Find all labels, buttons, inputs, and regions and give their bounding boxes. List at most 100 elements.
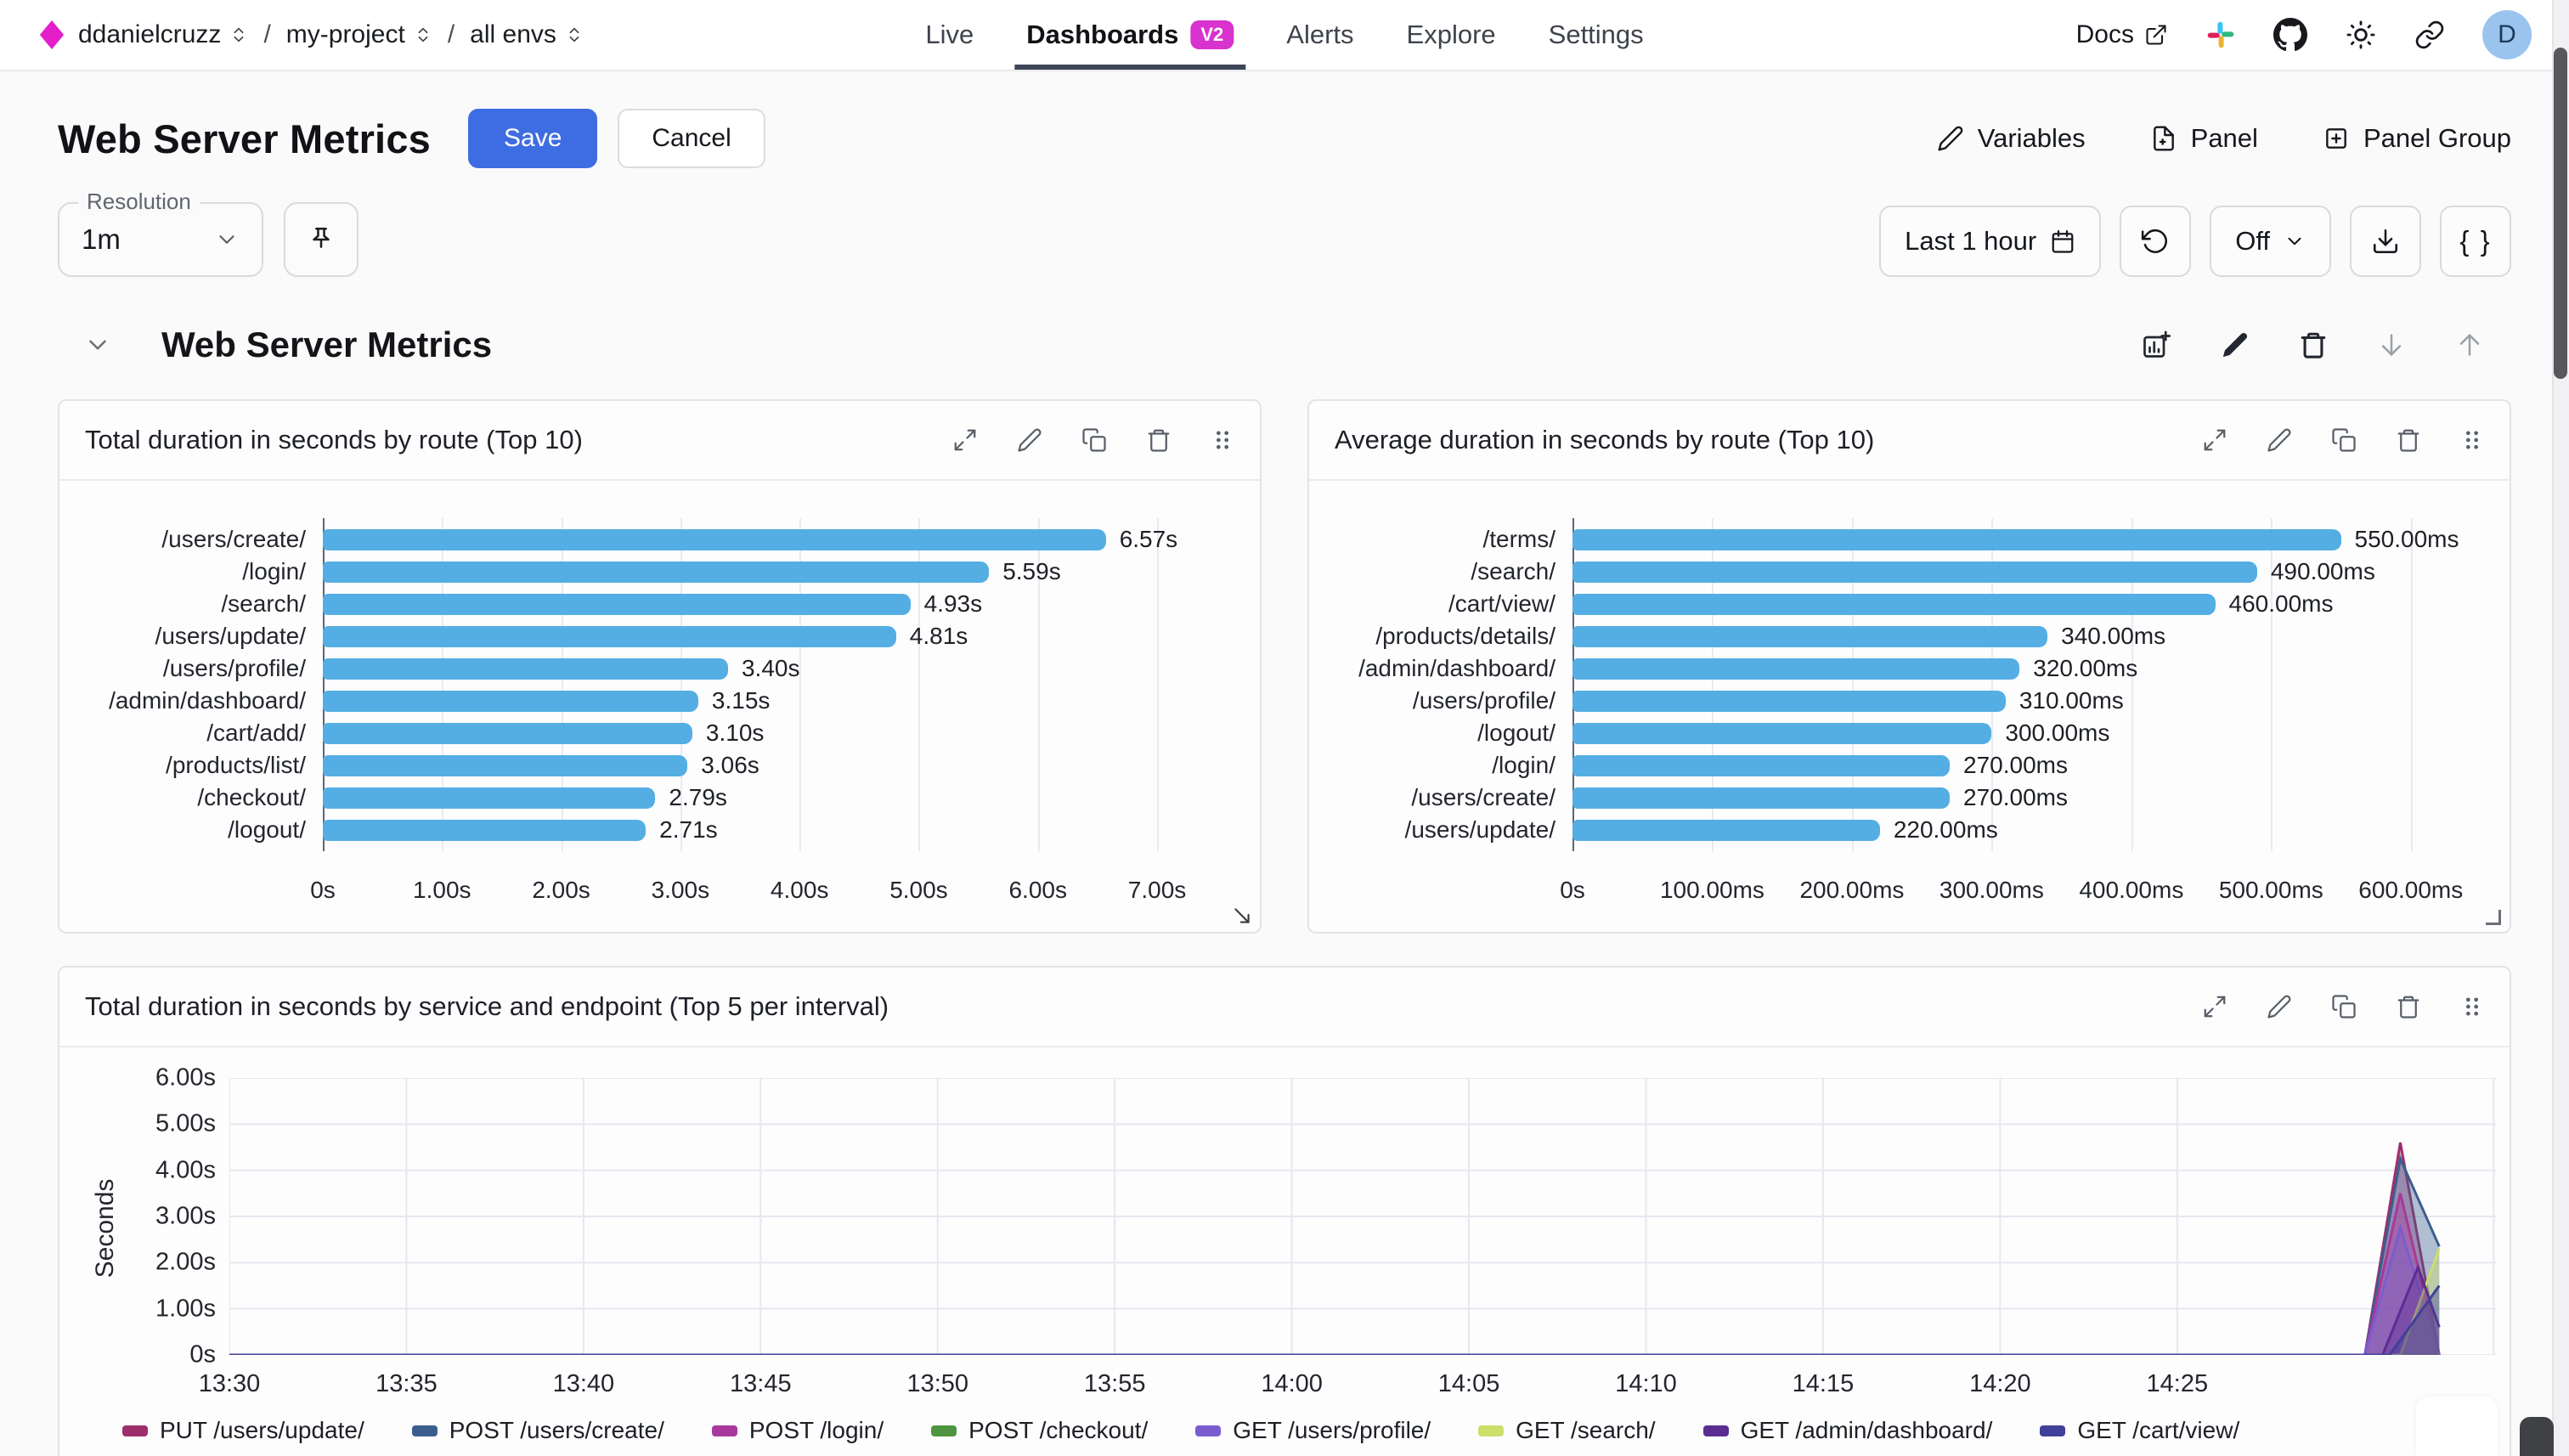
variables-button[interactable]: Variables bbox=[1937, 123, 2086, 154]
bar[interactable] bbox=[323, 690, 698, 712]
resolution-value: 1m bbox=[82, 223, 121, 255]
expand-icon[interactable] bbox=[2202, 994, 2227, 1019]
expand-icon[interactable] bbox=[2202, 427, 2227, 453]
bar[interactable] bbox=[323, 528, 1106, 550]
bar[interactable] bbox=[323, 819, 646, 841]
bar-category-label: /users/create/ bbox=[161, 526, 306, 552]
avatar[interactable]: D bbox=[2482, 10, 2532, 59]
legend-item[interactable]: GET /search/ bbox=[1478, 1411, 1656, 1450]
bar[interactable] bbox=[1572, 593, 2216, 615]
scrollbar-thumb[interactable] bbox=[2554, 48, 2567, 379]
x-tick-label: 5.00s bbox=[889, 877, 948, 903]
bar[interactable] bbox=[323, 754, 688, 776]
bar-value-label: 310.00ms bbox=[2019, 687, 2124, 714]
pin-icon bbox=[313, 227, 330, 248]
bar-row: /products/details/340.00ms bbox=[1375, 620, 2481, 652]
bar-value-label: 320.00ms bbox=[2033, 655, 2138, 681]
vertical-scrollbar[interactable] bbox=[2552, 0, 2569, 1456]
bar[interactable] bbox=[1572, 657, 2020, 680]
bar[interactable] bbox=[1572, 528, 2341, 550]
arrow-down-icon bbox=[2381, 334, 2402, 356]
duplicate-icon[interactable] bbox=[2331, 427, 2357, 453]
add-panel-group-button[interactable]: Panel Group bbox=[2323, 123, 2511, 154]
tab-explore[interactable]: Explore bbox=[1407, 0, 1496, 70]
bar[interactable] bbox=[1572, 722, 1992, 744]
drag-handle-icon[interactable] bbox=[1211, 427, 1234, 453]
legend-item[interactable]: GET /cart/view/ bbox=[2040, 1411, 2239, 1450]
pencil-icon bbox=[2222, 332, 2248, 358]
duplicate-icon[interactable] bbox=[2331, 994, 2357, 1019]
drag-handle-icon[interactable] bbox=[2460, 427, 2484, 453]
bar-value-label: 550.00ms bbox=[2354, 526, 2459, 552]
legend-item[interactable]: PUT /users/update/ bbox=[122, 1411, 364, 1450]
edit-icon[interactable] bbox=[2267, 994, 2292, 1019]
duplicate-icon[interactable] bbox=[1081, 427, 1107, 453]
bar[interactable] bbox=[323, 787, 656, 809]
drag-handle-icon[interactable] bbox=[2460, 994, 2484, 1019]
tab-settings[interactable]: Settings bbox=[1549, 0, 1644, 70]
breadcrumb-org[interactable]: ddanielcruzz bbox=[78, 20, 248, 49]
bar[interactable] bbox=[1572, 819, 1880, 841]
legend-item[interactable]: POST /login/ bbox=[711, 1411, 884, 1450]
bar[interactable] bbox=[323, 657, 728, 680]
breadcrumb-env[interactable]: all envs bbox=[470, 20, 584, 49]
download-button[interactable] bbox=[2350, 206, 2421, 277]
gridline bbox=[442, 518, 444, 851]
move-section-down-icon[interactable] bbox=[2377, 330, 2406, 359]
expand-icon[interactable] bbox=[952, 427, 978, 453]
resolution-select[interactable]: Resolution 1m bbox=[58, 189, 263, 277]
breadcrumb-env-label: all envs bbox=[470, 20, 556, 48]
json-button[interactable]: { } bbox=[2440, 206, 2511, 277]
auto-refresh-select[interactable]: Off bbox=[2210, 206, 2331, 277]
add-panel-button[interactable]: Panel bbox=[2150, 123, 2258, 154]
bar-value-label: 270.00ms bbox=[1963, 752, 2068, 778]
legend-item[interactable]: GET /users/profile/ bbox=[1195, 1411, 1431, 1450]
bar[interactable] bbox=[323, 593, 911, 615]
trash-icon[interactable] bbox=[2396, 994, 2421, 1019]
move-section-up-icon[interactable] bbox=[2455, 330, 2484, 359]
bar[interactable] bbox=[323, 625, 896, 647]
breadcrumb-project[interactable]: my-project bbox=[286, 20, 432, 49]
x-tick-label: 400.00ms bbox=[2079, 877, 2184, 903]
docs-link[interactable]: Docs bbox=[2076, 20, 2168, 49]
link-icon[interactable] bbox=[2414, 20, 2445, 50]
bar[interactable] bbox=[1572, 690, 2006, 712]
tab-dashboards[interactable]: Dashboards V2 bbox=[1014, 0, 1246, 70]
bar[interactable] bbox=[1572, 754, 1951, 776]
delete-section-icon[interactable] bbox=[2299, 330, 2328, 359]
resize-handle-icon[interactable] bbox=[1231, 905, 1253, 927]
breadcrumb-separator: / bbox=[263, 20, 271, 48]
refresh-button[interactable] bbox=[2120, 206, 2192, 277]
bar-row: /products/list/3.06s bbox=[166, 749, 1231, 782]
tab-live[interactable]: Live bbox=[925, 0, 974, 70]
trash-icon[interactable] bbox=[2396, 427, 2421, 453]
github-icon[interactable] bbox=[2273, 18, 2307, 52]
main-tabs: Live Dashboards V2 Alerts Explore Settin… bbox=[925, 0, 1644, 70]
resize-handle-icon[interactable] bbox=[2486, 910, 2501, 925]
tab-alerts[interactable]: Alerts bbox=[1286, 0, 1353, 70]
save-button[interactable]: Save bbox=[468, 109, 598, 168]
pin-button[interactable] bbox=[284, 202, 359, 277]
scroll-corner-handle[interactable] bbox=[2520, 1417, 2554, 1456]
cancel-button[interactable]: Cancel bbox=[618, 109, 765, 168]
bar[interactable] bbox=[323, 561, 990, 583]
legend-item[interactable]: POST /checkout/ bbox=[931, 1411, 1148, 1450]
bar[interactable] bbox=[1572, 787, 1951, 809]
legend-item[interactable]: POST /users/create/ bbox=[411, 1411, 664, 1450]
edit-icon[interactable] bbox=[1017, 427, 1042, 453]
time-range-button[interactable]: Last 1 hour bbox=[1879, 206, 2102, 277]
bar[interactable] bbox=[1572, 625, 2048, 647]
panel-title: Total duration in seconds by route (Top … bbox=[85, 425, 583, 454]
bar[interactable] bbox=[1572, 561, 2257, 583]
edit-section-icon[interactable] bbox=[2221, 330, 2250, 359]
add-chart-icon[interactable] bbox=[2141, 330, 2171, 360]
bar[interactable] bbox=[323, 722, 692, 744]
legend-item[interactable]: GET /admin/dashboard/ bbox=[1702, 1411, 1992, 1450]
bar-value-label: 3.06s bbox=[701, 752, 759, 778]
collapse-section-button[interactable] bbox=[83, 330, 112, 359]
edit-icon[interactable] bbox=[2267, 427, 2292, 453]
trash-icon[interactable] bbox=[1146, 427, 1172, 453]
sun-icon[interactable] bbox=[2345, 19, 2377, 51]
gridline bbox=[2131, 518, 2133, 851]
slack-icon[interactable] bbox=[2205, 20, 2236, 50]
